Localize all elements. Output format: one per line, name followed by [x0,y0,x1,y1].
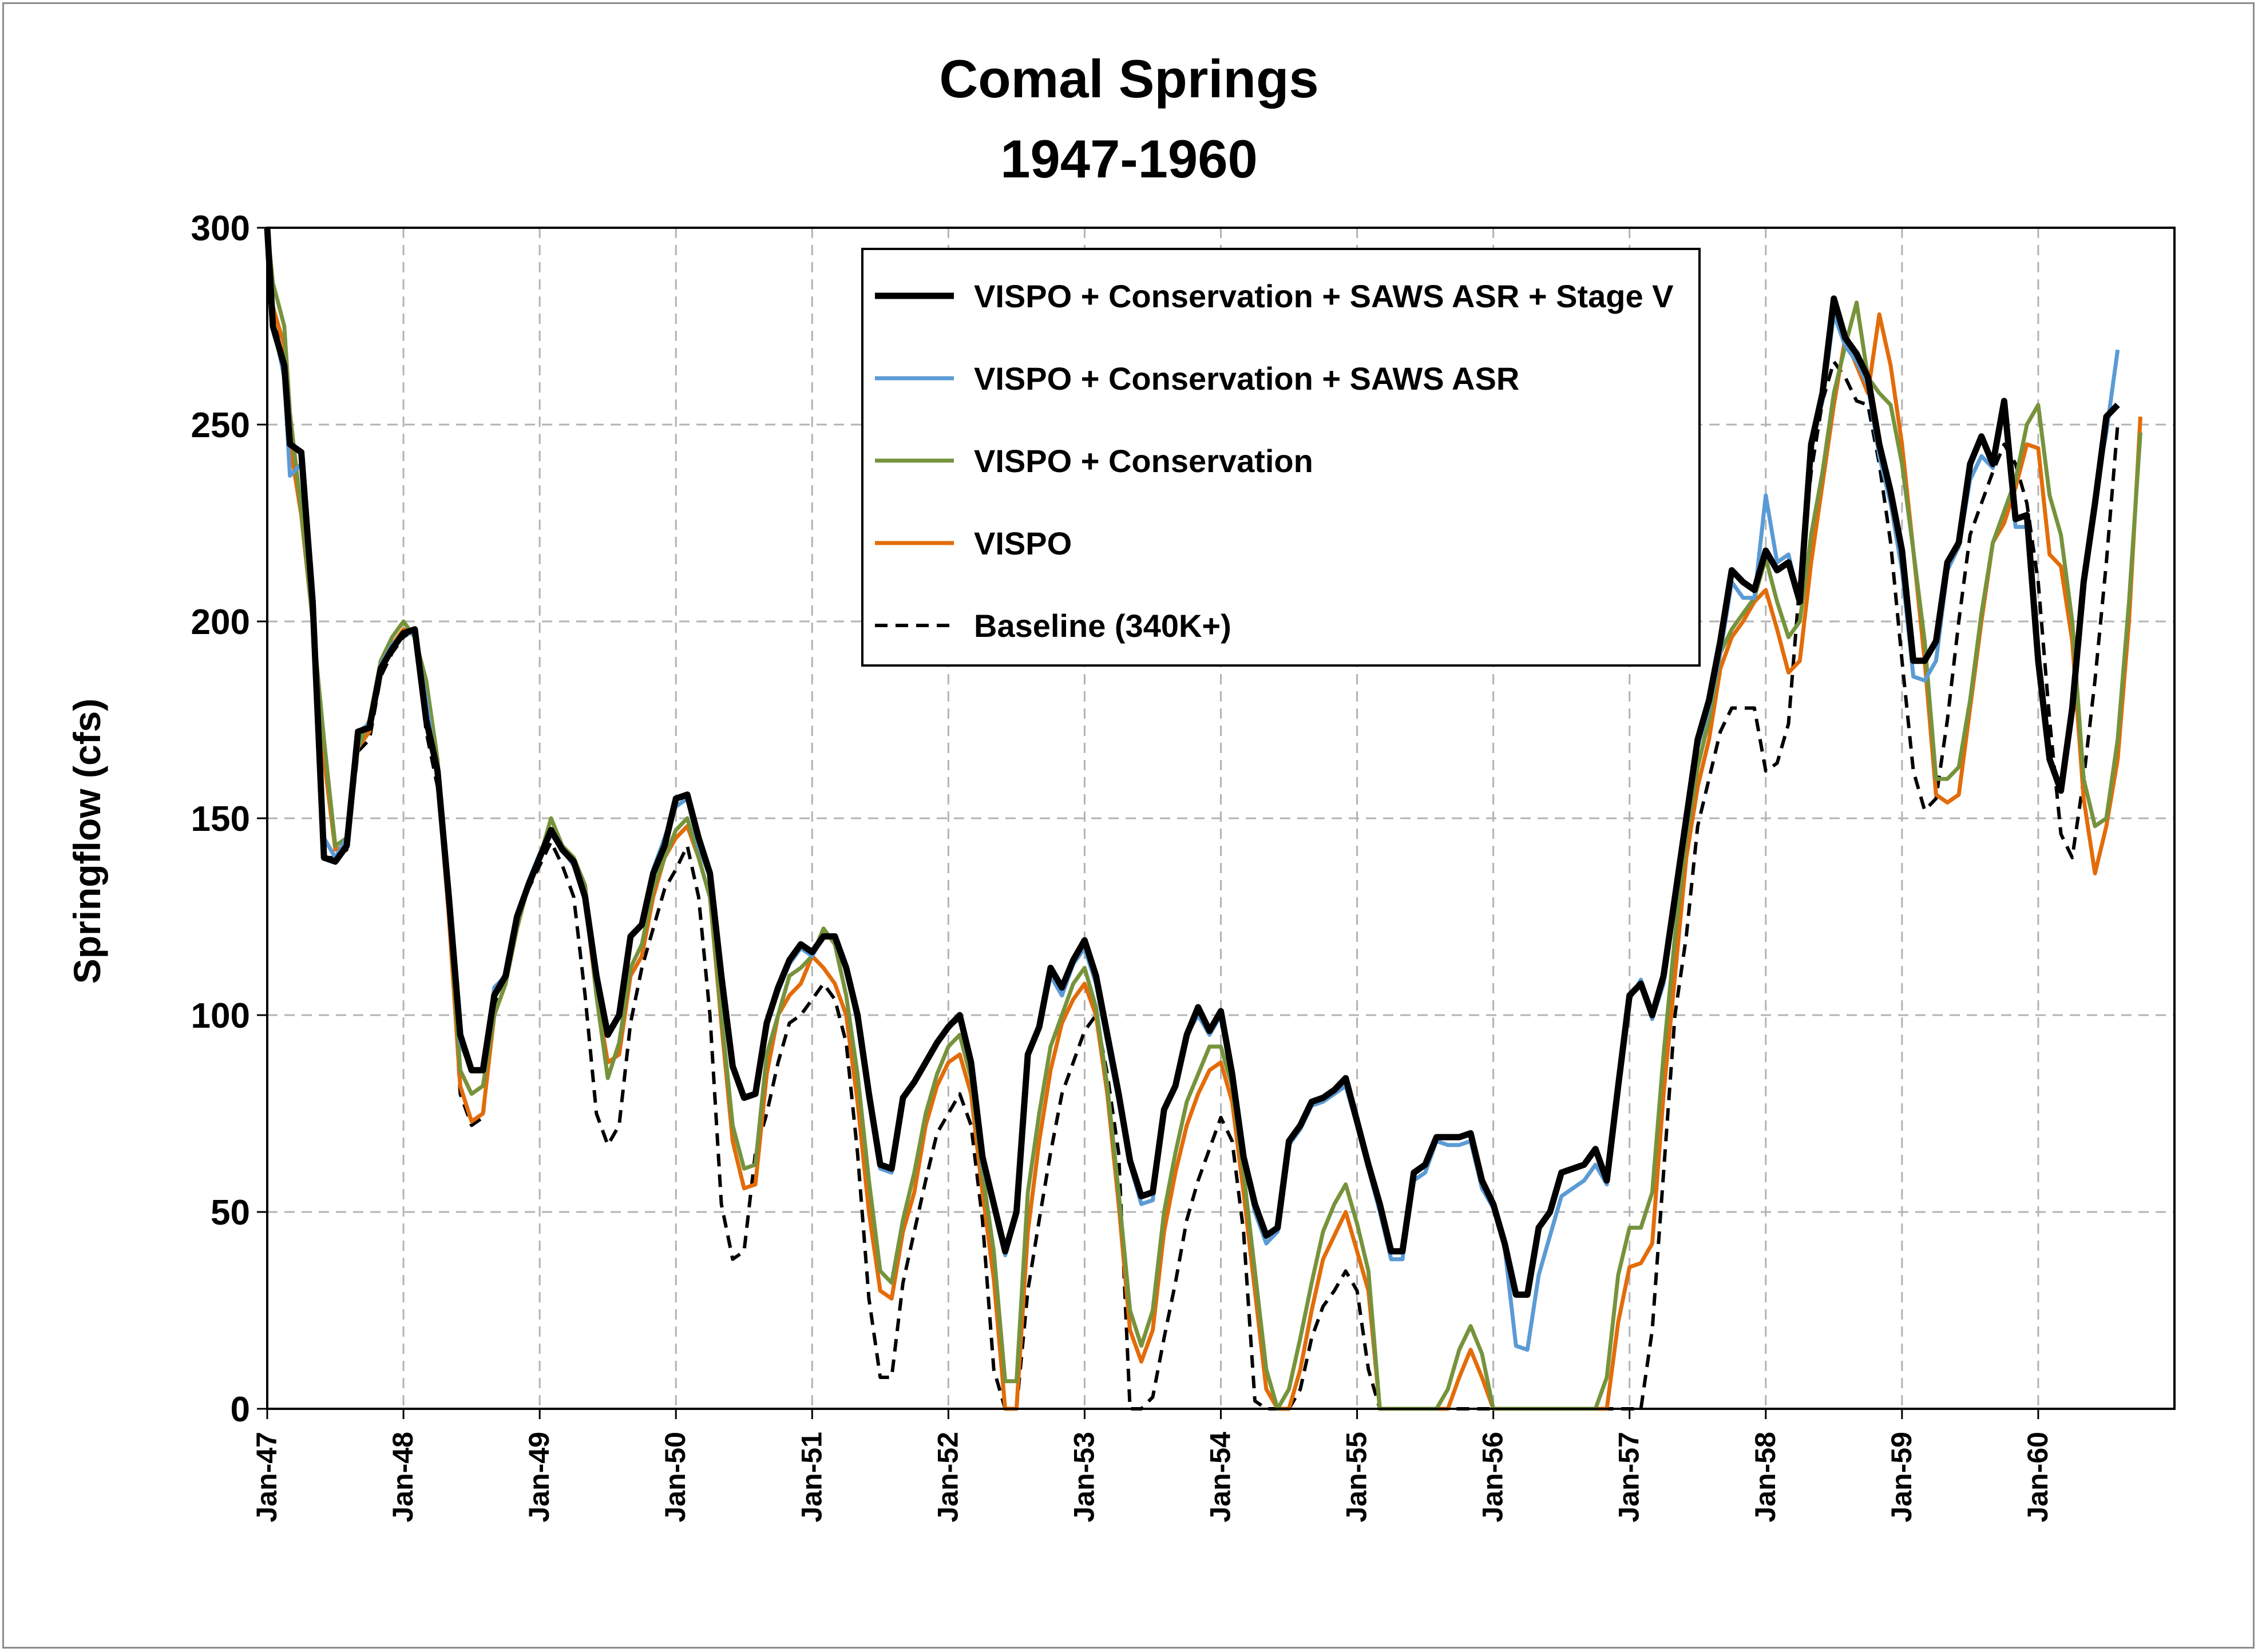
chart-title: Comal Springs 1947-1960 [939,49,1318,189]
x-tick-label: Jan-56 [1477,1432,1509,1522]
x-tick-label: Jan-48 [387,1432,419,1522]
legend-label-2: VISPO + Conservation [974,443,1313,479]
y-tick-label: 150 [191,799,250,839]
y-axis-ticks: 0 50 100 150 200 250 300 [191,209,267,1429]
x-tick-label: Jan-58 [1749,1432,1781,1522]
legend-label-4: Baseline (340K+) [974,608,1231,644]
legend-label-3: VISPO [974,525,1072,561]
y-tick-label: 100 [191,996,250,1036]
legend-label-1: VISPO + Conservation + SAWS ASR [974,360,1519,397]
x-tick-label: Jan-60 [2022,1432,2054,1522]
y-tick-label: 50 [211,1193,250,1233]
series-lines [264,227,2142,1411]
chart-title-line-1: Comal Springs [939,49,1318,109]
chart-title-line-2: 1947-1960 [1000,129,1258,189]
y-tick-label: 200 [191,603,250,642]
x-tick-label: Jan-54 [1205,1432,1237,1523]
x-tick-label: Jan-59 [1885,1432,1918,1522]
y-tick-label: 300 [191,209,250,248]
series-line-4 [266,227,2120,1411]
y-axis-label: Springflow (cfs) [66,699,108,984]
series-line-0 [264,227,2120,1298]
x-axis-ticks: Jan-47 Jan-48 Jan-49 Jan-50 Jan-51 Jan-52 Jan-… [251,1409,2054,1522]
x-tick-label: Jan-50 [659,1432,691,1522]
legend-box [861,248,1701,667]
x-tick-label: Jan-51 [795,1432,827,1522]
x-tick-label: Jan-52 [932,1432,964,1522]
x-tick-label: Jan-57 [1613,1432,1645,1522]
y-tick-label: 250 [191,406,250,445]
x-tick-label: Jan-49 [523,1432,555,1522]
legend: VISPO + Conservation + SAWS ASR + Stage … [861,248,1701,667]
plot-area-border [266,227,2176,1410]
x-tick-label: Jan-47 [251,1432,283,1522]
y-tick-label: 0 [231,1390,250,1429]
legend-label-0: VISPO + Conservation + SAWS ASR + Stage … [974,278,1674,314]
x-tick-label: Jan-53 [1068,1432,1100,1522]
x-tick-label: Jan-55 [1341,1432,1373,1522]
